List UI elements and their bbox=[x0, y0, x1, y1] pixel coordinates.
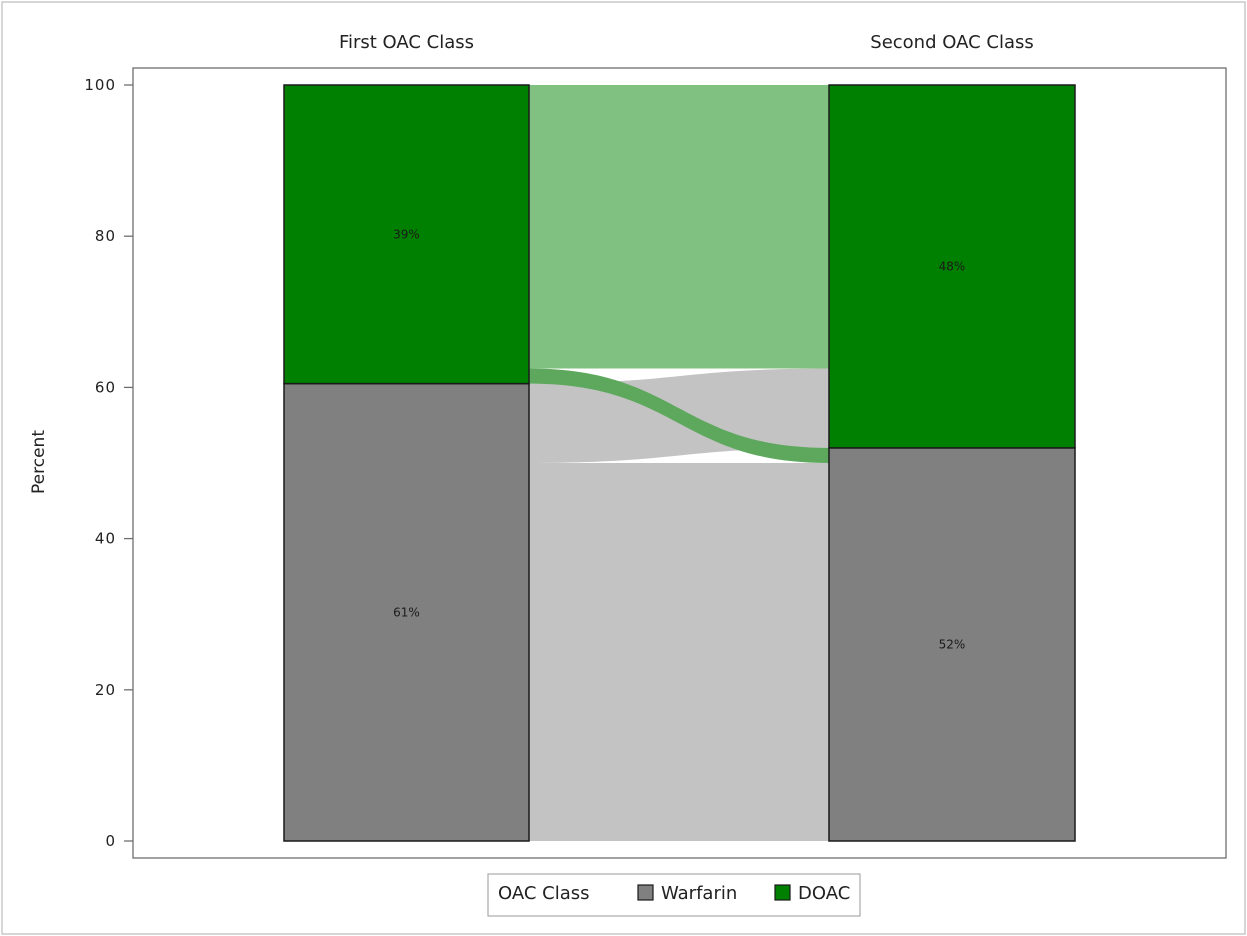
stage-label-second: Second OAC Class bbox=[870, 32, 1033, 53]
legend-title: OAC Class bbox=[498, 883, 590, 904]
y-tick-label: 40 bbox=[95, 530, 116, 548]
y-tick-label: 100 bbox=[84, 76, 116, 94]
y-tick-label: 20 bbox=[95, 681, 116, 699]
legend: OAC Class Warfarin DOAC bbox=[487, 873, 861, 917]
stage-bars bbox=[283, 84, 1076, 842]
flow-doac-to-doac bbox=[529, 85, 829, 369]
flow-doac-to-warfarin bbox=[529, 368, 829, 463]
bar-first-doac bbox=[283, 84, 530, 385]
bar-second-doac bbox=[828, 84, 1076, 449]
legend-box bbox=[487, 873, 861, 917]
legend-label-doac: DOAC bbox=[798, 883, 850, 904]
y-axis: 0 20 40 60 80 100 bbox=[84, 76, 133, 850]
data-label-second-warfarin: 52% bbox=[939, 637, 966, 651]
y-tick-label: 0 bbox=[105, 832, 116, 850]
flow-ribbons bbox=[529, 85, 829, 841]
flow-warfarin-to-warfarin bbox=[529, 463, 829, 841]
y-axis-label: Percent bbox=[29, 430, 49, 494]
stage-labels: First OAC Class Second OAC Class bbox=[339, 32, 1034, 53]
data-label-first-doac: 39% bbox=[393, 227, 420, 241]
bar-first-warfarin bbox=[283, 382, 530, 842]
bar-second-warfarin bbox=[828, 447, 1076, 842]
legend-label-warfarin: Warfarin bbox=[661, 883, 737, 904]
stage-label-first: First OAC Class bbox=[339, 32, 474, 53]
data-label-second-doac: 48% bbox=[939, 259, 966, 273]
data-labels: 61% 39% 52% 48% bbox=[393, 227, 965, 651]
data-label-first-warfarin: 61% bbox=[393, 605, 420, 619]
legend-swatch-warfarin bbox=[637, 884, 654, 901]
y-tick-label: 60 bbox=[95, 378, 116, 396]
legend-swatch-doac bbox=[774, 884, 791, 901]
y-tick-label: 80 bbox=[95, 227, 116, 245]
